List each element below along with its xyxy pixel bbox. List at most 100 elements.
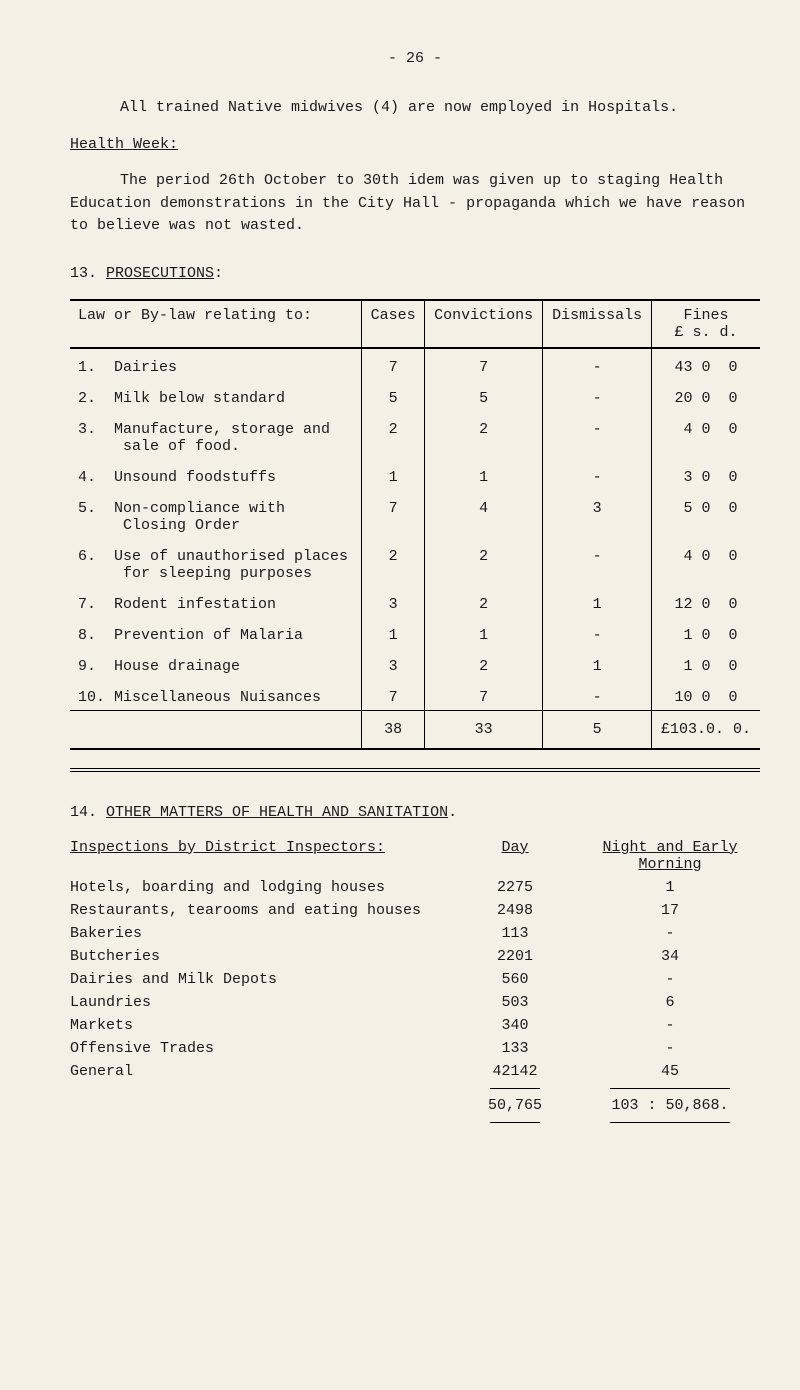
dismissals-cell: 1 <box>543 648 652 679</box>
col-dismissals: Dismissals <box>543 300 652 348</box>
dismissals-cell: - <box>543 459 652 490</box>
total-night-morning: 103 : 50,868. <box>580 1097 760 1114</box>
insp-label: Restaurants, tearooms and eating houses <box>70 902 450 919</box>
section-14-heading: 14. OTHER MATTERS OF HEALTH AND SANITATI… <box>70 802 760 825</box>
insp-nm: 17 <box>580 902 760 919</box>
insp-nm: 34 <box>580 948 760 965</box>
fines-cell: 1 0 0 <box>652 617 760 648</box>
cases-cell: 1 <box>362 617 425 648</box>
insp-nm: - <box>580 1017 760 1034</box>
insp-label: Markets <box>70 1017 450 1034</box>
insp-day: 2498 <box>460 902 570 919</box>
insp-label: General <box>70 1063 450 1080</box>
insp-nm: 6 <box>580 994 760 1011</box>
convictions-cell: 2 <box>425 538 543 586</box>
list-item: Dairies and Milk Depots 560- <box>70 971 760 988</box>
fines-cell: 20 0 0 <box>652 380 760 411</box>
law-cell: 9. House drainage <box>70 648 362 679</box>
law-cell: 4. Unsound foodstuffs <box>70 459 362 490</box>
dismissals-cell: - <box>543 679 652 711</box>
list-item: Hotels, boarding and lodging houses 2275 1 <box>70 879 760 896</box>
list-item: Bakeries 113- <box>70 925 760 942</box>
convictions-cell: 1 <box>425 459 543 490</box>
inspections-grid: Inspections by District Inspectors: Day … <box>70 839 760 873</box>
dismissals-cell: 1 <box>543 586 652 617</box>
fines-cell: 4 0 0 <box>652 538 760 586</box>
law-cell: 3. Manufacture, storage and sale of food… <box>70 411 362 459</box>
law-cell: 5. Non-compliance with Closing Order <box>70 490 362 538</box>
insp-day: 340 <box>460 1017 570 1034</box>
list-item: Markets 340- <box>70 1017 760 1034</box>
convictions-cell: 7 <box>425 348 543 380</box>
table-row: 9. House drainage321 1 0 0 <box>70 648 760 679</box>
insp-nm: 1 <box>580 879 760 896</box>
col-convictions: Convictions <box>425 300 543 348</box>
dismissals-cell: 3 <box>543 490 652 538</box>
prosecutions-total-row: 38 33 5 £103.0. 0. <box>70 711 760 750</box>
fines-cell: 10 0 0 <box>652 679 760 711</box>
col-cases: Cases <box>362 300 425 348</box>
insp-nm: - <box>580 1040 760 1057</box>
list-item: Laundries 503 6 <box>70 994 760 1011</box>
insp-label: Offensive Trades <box>70 1040 450 1057</box>
page: - 26 - All trained Native midwives (4) a… <box>0 0 800 1390</box>
table-row: 7. Rodent infestation32112 0 0 <box>70 586 760 617</box>
col-law: Law or By-law relating to: <box>70 300 362 348</box>
dismissals-cell: - <box>543 380 652 411</box>
insp-day: 113 <box>460 925 570 942</box>
cases-cell: 3 <box>362 648 425 679</box>
fines-cell: 3 0 0 <box>652 459 760 490</box>
convictions-cell: 7 <box>425 679 543 711</box>
fines-cell: 5 0 0 <box>652 490 760 538</box>
col-fines: Fines £ s. d. <box>652 300 760 348</box>
list-item: Offensive Trades 133- <box>70 1040 760 1057</box>
insp-nm: - <box>580 925 760 942</box>
table-row: 8. Prevention of Malaria11- 1 0 0 <box>70 617 760 648</box>
col-night-morning: Night and Early Morning <box>580 839 760 873</box>
insp-label: Butcheries <box>70 948 450 965</box>
inspections-rows: Hotels, boarding and lodging houses 2275 1… <box>70 879 760 1080</box>
fines-cell: 12 0 0 <box>652 586 760 617</box>
list-item: General4214245 <box>70 1063 760 1080</box>
page-number: - 26 - <box>70 50 760 67</box>
insp-day: 560 <box>460 971 570 988</box>
cases-cell: 2 <box>362 411 425 459</box>
convictions-cell: 5 <box>425 380 543 411</box>
health-week-paragraph: The period 26th October to 30th idem was… <box>70 170 760 238</box>
fines-cell: 1 0 0 <box>652 648 760 679</box>
list-item: Butcheries 2201 34 <box>70 948 760 965</box>
insp-label: Hotels, boarding and lodging houses <box>70 879 450 896</box>
cases-cell: 7 <box>362 348 425 380</box>
dismissals-cell: - <box>543 348 652 380</box>
law-cell: 6. Use of unauthorised places for sleepi… <box>70 538 362 586</box>
inspections-rules <box>70 1086 760 1091</box>
total-day: 50,765 <box>460 1097 570 1114</box>
prosecutions-body: 1. Dairies77-43 0 02. Milk below standar… <box>70 348 760 711</box>
table-row: 3. Manufacture, storage and sale of food… <box>70 411 760 459</box>
prosecutions-table: Law or By-law relating to: Cases Convict… <box>70 299 760 750</box>
table-row: 2. Milk below standard55-20 0 0 <box>70 380 760 411</box>
insp-day: 2275 <box>460 879 570 896</box>
insp-label: Dairies and Milk Depots <box>70 971 450 988</box>
convictions-cell: 2 <box>425 648 543 679</box>
insp-day: 133 <box>460 1040 570 1057</box>
insp-nm: 45 <box>580 1063 760 1080</box>
convictions-cell: 2 <box>425 586 543 617</box>
section-13-heading: 13. PROSECUTIONS: <box>70 263 760 286</box>
insp-nm: - <box>580 971 760 988</box>
cases-cell: 5 <box>362 380 425 411</box>
insp-day: 2201 <box>460 948 570 965</box>
convictions-cell: 4 <box>425 490 543 538</box>
list-item: Restaurants, tearooms and eating houses 2… <box>70 902 760 919</box>
insp-day: 503 <box>460 994 570 1011</box>
insp-label: Laundries <box>70 994 450 1011</box>
law-cell: 8. Prevention of Malaria <box>70 617 362 648</box>
table-row: 1. Dairies77-43 0 0 <box>70 348 760 380</box>
fines-cell: 4 0 0 <box>652 411 760 459</box>
insp-label: Bakeries <box>70 925 450 942</box>
intro-paragraph: All trained Native midwives (4) are now … <box>70 97 760 120</box>
dismissals-cell: - <box>543 617 652 648</box>
law-cell: 1. Dairies <box>70 348 362 380</box>
table-row: 5. Non-compliance with Closing Order743 … <box>70 490 760 538</box>
inspections-rules-bottom <box>70 1120 760 1125</box>
